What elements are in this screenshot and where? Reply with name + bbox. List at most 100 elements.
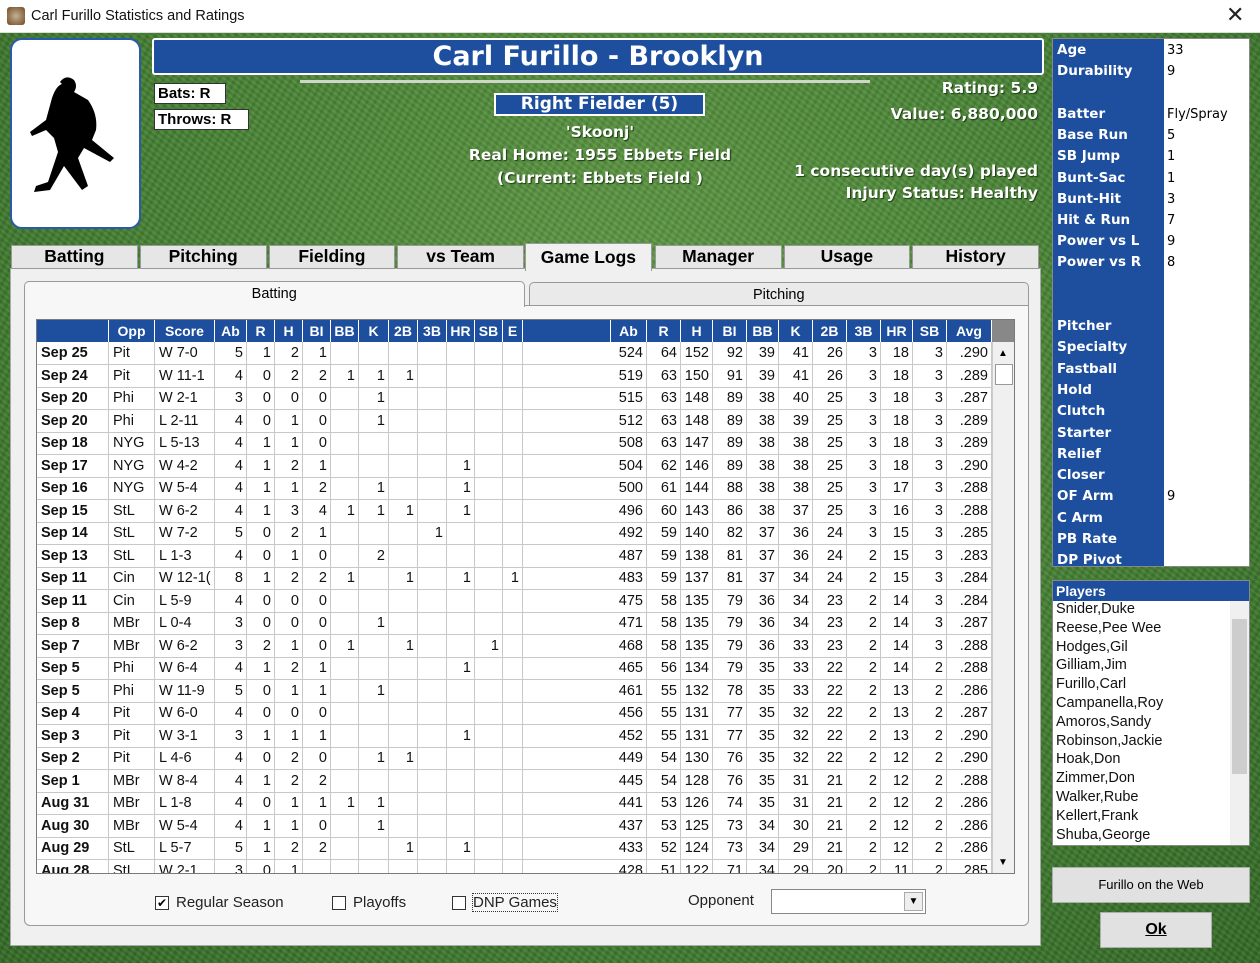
tab[interactable]: Fielding bbox=[268, 245, 396, 269]
web-button[interactable]: Furillo on the Web bbox=[1052, 867, 1250, 903]
table-cell: 508 bbox=[618, 435, 643, 451]
checkbox-label[interactable]: Regular Season bbox=[176, 894, 284, 911]
tab[interactable]: History bbox=[912, 245, 1039, 269]
ok-button[interactable]: Ok bbox=[1100, 912, 1212, 948]
table-cell: 13 bbox=[892, 705, 909, 721]
table-cell: 2 bbox=[868, 592, 877, 609]
table-cell: 0 bbox=[262, 862, 271, 874]
player-item[interactable]: Hodges,Gil bbox=[1056, 638, 1128, 655]
row-line bbox=[37, 499, 992, 500]
tab[interactable]: Pitching bbox=[139, 245, 267, 269]
scroll-up[interactable]: ▲ bbox=[998, 348, 1008, 359]
player-item[interactable]: Amoros,Sandy bbox=[1056, 713, 1152, 730]
tab[interactable]: vs Team bbox=[397, 245, 524, 269]
table-cell: 5 bbox=[234, 840, 243, 856]
table-cell: 56 bbox=[660, 660, 677, 676]
table-cell: 54 bbox=[660, 772, 677, 789]
throws: Throws: R bbox=[154, 109, 249, 130]
scroll-thumb[interactable] bbox=[995, 364, 1013, 385]
injury-status: Injury Status: Healthy bbox=[845, 184, 1038, 202]
close-button[interactable]: ✕ bbox=[1226, 2, 1245, 27]
table-cell: 131 bbox=[684, 705, 709, 721]
table-scrollbar[interactable]: ▲ ▼ bbox=[992, 342, 1014, 873]
table-cell: W 6-2 bbox=[159, 502, 198, 519]
table-cell: .289 bbox=[959, 412, 988, 429]
row-line bbox=[37, 476, 992, 478]
player-item[interactable]: Robinson,Jackie bbox=[1056, 732, 1163, 749]
column-header: 3B bbox=[418, 320, 447, 342]
table-cell: 4 bbox=[234, 750, 243, 766]
player-item[interactable]: Kellert,Frank bbox=[1056, 807, 1139, 824]
player-item[interactable]: Gilliam,Jim bbox=[1056, 657, 1127, 674]
row-line bbox=[37, 409, 992, 410]
window-title: Carl Furillo Statistics and Ratings bbox=[31, 8, 245, 24]
table-cell: 89 bbox=[726, 390, 743, 406]
table-cell: StL bbox=[113, 525, 135, 541]
table-cell: 1 bbox=[318, 525, 327, 541]
tab[interactable]: Batting bbox=[11, 245, 138, 269]
row-line bbox=[37, 611, 992, 613]
tab[interactable]: Manager bbox=[654, 245, 782, 269]
tab[interactable]: Game Logs bbox=[525, 243, 652, 271]
table-cell: 3 bbox=[934, 502, 943, 519]
players-scrollbar[interactable] bbox=[1230, 601, 1249, 845]
table-cell: 2 bbox=[376, 547, 385, 564]
player-item[interactable]: Campanella,Roy bbox=[1056, 695, 1164, 711]
table-cell: 3 bbox=[868, 345, 877, 361]
player-item[interactable]: Shuba,George bbox=[1056, 826, 1151, 843]
rating-value: 5 bbox=[1167, 128, 1176, 144]
opponent-select[interactable]: ▼ bbox=[771, 889, 926, 914]
table-cell: 2 bbox=[934, 817, 943, 834]
table-cell: 1 bbox=[262, 840, 271, 856]
table-cell: 1 bbox=[318, 727, 327, 744]
table-cell: Sep 14 bbox=[41, 525, 88, 541]
scroll-thumb[interactable] bbox=[1232, 619, 1247, 774]
table-cell: 2 bbox=[934, 705, 943, 721]
table-cell: 0 bbox=[262, 750, 271, 766]
table-cell: MBr bbox=[113, 615, 140, 631]
player-item[interactable]: Snider,Duke bbox=[1056, 601, 1135, 617]
subtab[interactable]: Batting bbox=[24, 281, 525, 307]
table-cell: .288 bbox=[959, 660, 988, 676]
player-item[interactable]: Walker,Rube bbox=[1056, 789, 1139, 805]
table-cell: 1 bbox=[376, 795, 385, 811]
table-cell: StL bbox=[113, 840, 135, 856]
checkbox[interactable] bbox=[452, 896, 466, 910]
player-item[interactable]: Hoak,Don bbox=[1056, 751, 1121, 768]
table-cell: 1 bbox=[462, 840, 471, 856]
dropdown-arrow[interactable]: ▼ bbox=[904, 892, 923, 911]
table-cell: 39 bbox=[758, 345, 775, 361]
player-item[interactable]: Zimmer,Don bbox=[1056, 770, 1135, 787]
table-cell: 3 bbox=[934, 637, 943, 654]
table-cell: 14 bbox=[892, 615, 909, 631]
checkbox[interactable]: ✔ bbox=[155, 896, 169, 910]
table-cell: 76 bbox=[726, 750, 743, 766]
column-header: H bbox=[681, 320, 713, 342]
table-cell: 1 bbox=[376, 412, 385, 429]
checkbox-label[interactable]: Playoffs bbox=[353, 894, 407, 911]
player-item[interactable]: Reese,Pee Wee bbox=[1056, 619, 1162, 636]
table-cell: 5 bbox=[234, 682, 243, 699]
scroll-down[interactable]: ▼ bbox=[998, 857, 1008, 868]
table-cell: 3 bbox=[934, 480, 943, 496]
table-cell: 11 bbox=[893, 862, 909, 874]
silhouette bbox=[30, 77, 114, 192]
table-cell: 4 bbox=[234, 502, 243, 519]
table-cell: 2 bbox=[868, 547, 877, 564]
table-cell: 2 bbox=[318, 367, 327, 384]
table-cell: 1 bbox=[462, 480, 471, 496]
rating-label: C Arm bbox=[1057, 509, 1103, 526]
checkbox-label[interactable]: DNP Games bbox=[472, 893, 558, 912]
table-cell: L 0-4 bbox=[159, 615, 192, 631]
table-cell: 2 bbox=[290, 525, 299, 541]
table-cell: 55 bbox=[660, 682, 677, 699]
subtab[interactable]: Pitching bbox=[528, 282, 1029, 306]
game-log-table: Opp Score Ab R H BI BB K 2B 3B HR SB E Ab R H BI BB K 2B 3B H… bbox=[36, 319, 1015, 874]
table-cell: 3 bbox=[234, 615, 243, 631]
checkbox[interactable] bbox=[332, 896, 346, 910]
grid-line bbox=[880, 342, 881, 873]
table-cell: W 3-1 bbox=[159, 727, 198, 744]
tab[interactable]: Usage bbox=[783, 245, 911, 269]
table-cell: .288 bbox=[959, 480, 988, 496]
player-item[interactable]: Furillo,Carl bbox=[1056, 676, 1127, 693]
